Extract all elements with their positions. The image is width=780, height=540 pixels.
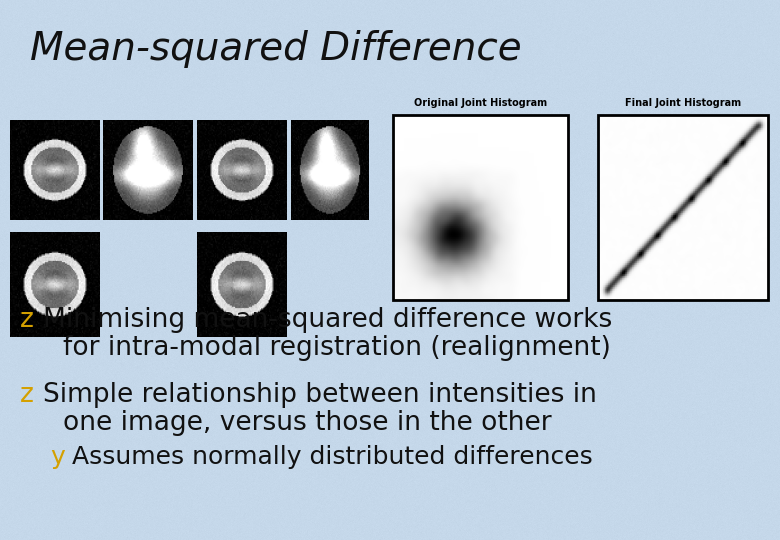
Text: Minimising mean-squared difference works: Minimising mean-squared difference works — [43, 307, 612, 333]
Bar — [598, 115, 768, 300]
Text: Mean-squared Difference: Mean-squared Difference — [30, 30, 522, 68]
Text: Simple relationship between intensities in: Simple relationship between intensities … — [43, 382, 597, 408]
Bar — [393, 115, 568, 300]
Text: Assumes normally distributed differences: Assumes normally distributed differences — [72, 445, 593, 469]
Text: z: z — [20, 307, 34, 333]
Text: Original Joint Histogram: Original Joint Histogram — [414, 98, 547, 108]
Text: z: z — [20, 382, 34, 408]
Text: for intra-modal registration (realignment): for intra-modal registration (realignmen… — [63, 335, 611, 361]
Text: Final Joint Histogram: Final Joint Histogram — [625, 98, 741, 108]
Text: one image, versus those in the other: one image, versus those in the other — [63, 409, 551, 436]
Text: y: y — [50, 445, 65, 469]
